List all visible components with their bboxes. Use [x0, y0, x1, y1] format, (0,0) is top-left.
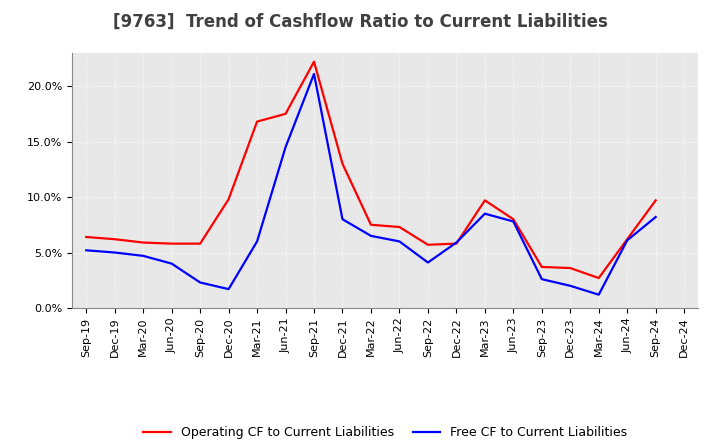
Operating CF to Current Liabilities [452, 241, 461, 246]
Operating CF to Current Liabilities [110, 237, 119, 242]
Operating CF to Current Liabilities [366, 222, 375, 227]
Operating CF to Current Liabilities [310, 59, 318, 64]
Free CF to Current Liabilities [196, 280, 204, 285]
Free CF to Current Liabilities [282, 144, 290, 150]
Free CF to Current Liabilities [139, 253, 148, 258]
Free CF to Current Liabilities [310, 71, 318, 77]
Operating CF to Current Liabilities [225, 197, 233, 202]
Free CF to Current Liabilities [452, 240, 461, 245]
Operating CF to Current Liabilities [480, 198, 489, 203]
Operating CF to Current Liabilities [652, 198, 660, 203]
Free CF to Current Liabilities [480, 211, 489, 216]
Free CF to Current Liabilities [595, 292, 603, 297]
Operating CF to Current Liabilities [338, 161, 347, 166]
Operating CF to Current Liabilities [282, 111, 290, 117]
Free CF to Current Liabilities [225, 286, 233, 292]
Free CF to Current Liabilities [537, 276, 546, 282]
Free CF to Current Liabilities [652, 214, 660, 220]
Operating CF to Current Liabilities [595, 275, 603, 281]
Free CF to Current Liabilities [509, 219, 518, 224]
Operating CF to Current Liabilities [423, 242, 432, 247]
Line: Free CF to Current Liabilities: Free CF to Current Liabilities [86, 74, 656, 295]
Free CF to Current Liabilities [366, 233, 375, 238]
Free CF to Current Liabilities [623, 238, 631, 243]
Free CF to Current Liabilities [395, 239, 404, 244]
Free CF to Current Liabilities [566, 283, 575, 289]
Free CF to Current Liabilities [338, 216, 347, 222]
Free CF to Current Liabilities [82, 248, 91, 253]
Operating CF to Current Liabilities [509, 216, 518, 222]
Legend: Operating CF to Current Liabilities, Free CF to Current Liabilities: Operating CF to Current Liabilities, Fre… [138, 422, 632, 440]
Free CF to Current Liabilities [167, 261, 176, 266]
Operating CF to Current Liabilities [253, 119, 261, 124]
Operating CF to Current Liabilities [537, 264, 546, 270]
Line: Operating CF to Current Liabilities: Operating CF to Current Liabilities [86, 62, 656, 278]
Operating CF to Current Liabilities [167, 241, 176, 246]
Operating CF to Current Liabilities [82, 235, 91, 240]
Text: [9763]  Trend of Cashflow Ratio to Current Liabilities: [9763] Trend of Cashflow Ratio to Curren… [112, 13, 608, 31]
Free CF to Current Liabilities [253, 239, 261, 244]
Free CF to Current Liabilities [423, 260, 432, 265]
Operating CF to Current Liabilities [139, 240, 148, 245]
Free CF to Current Liabilities [110, 250, 119, 255]
Operating CF to Current Liabilities [196, 241, 204, 246]
Operating CF to Current Liabilities [566, 265, 575, 271]
Operating CF to Current Liabilities [623, 237, 631, 242]
Operating CF to Current Liabilities [395, 224, 404, 230]
